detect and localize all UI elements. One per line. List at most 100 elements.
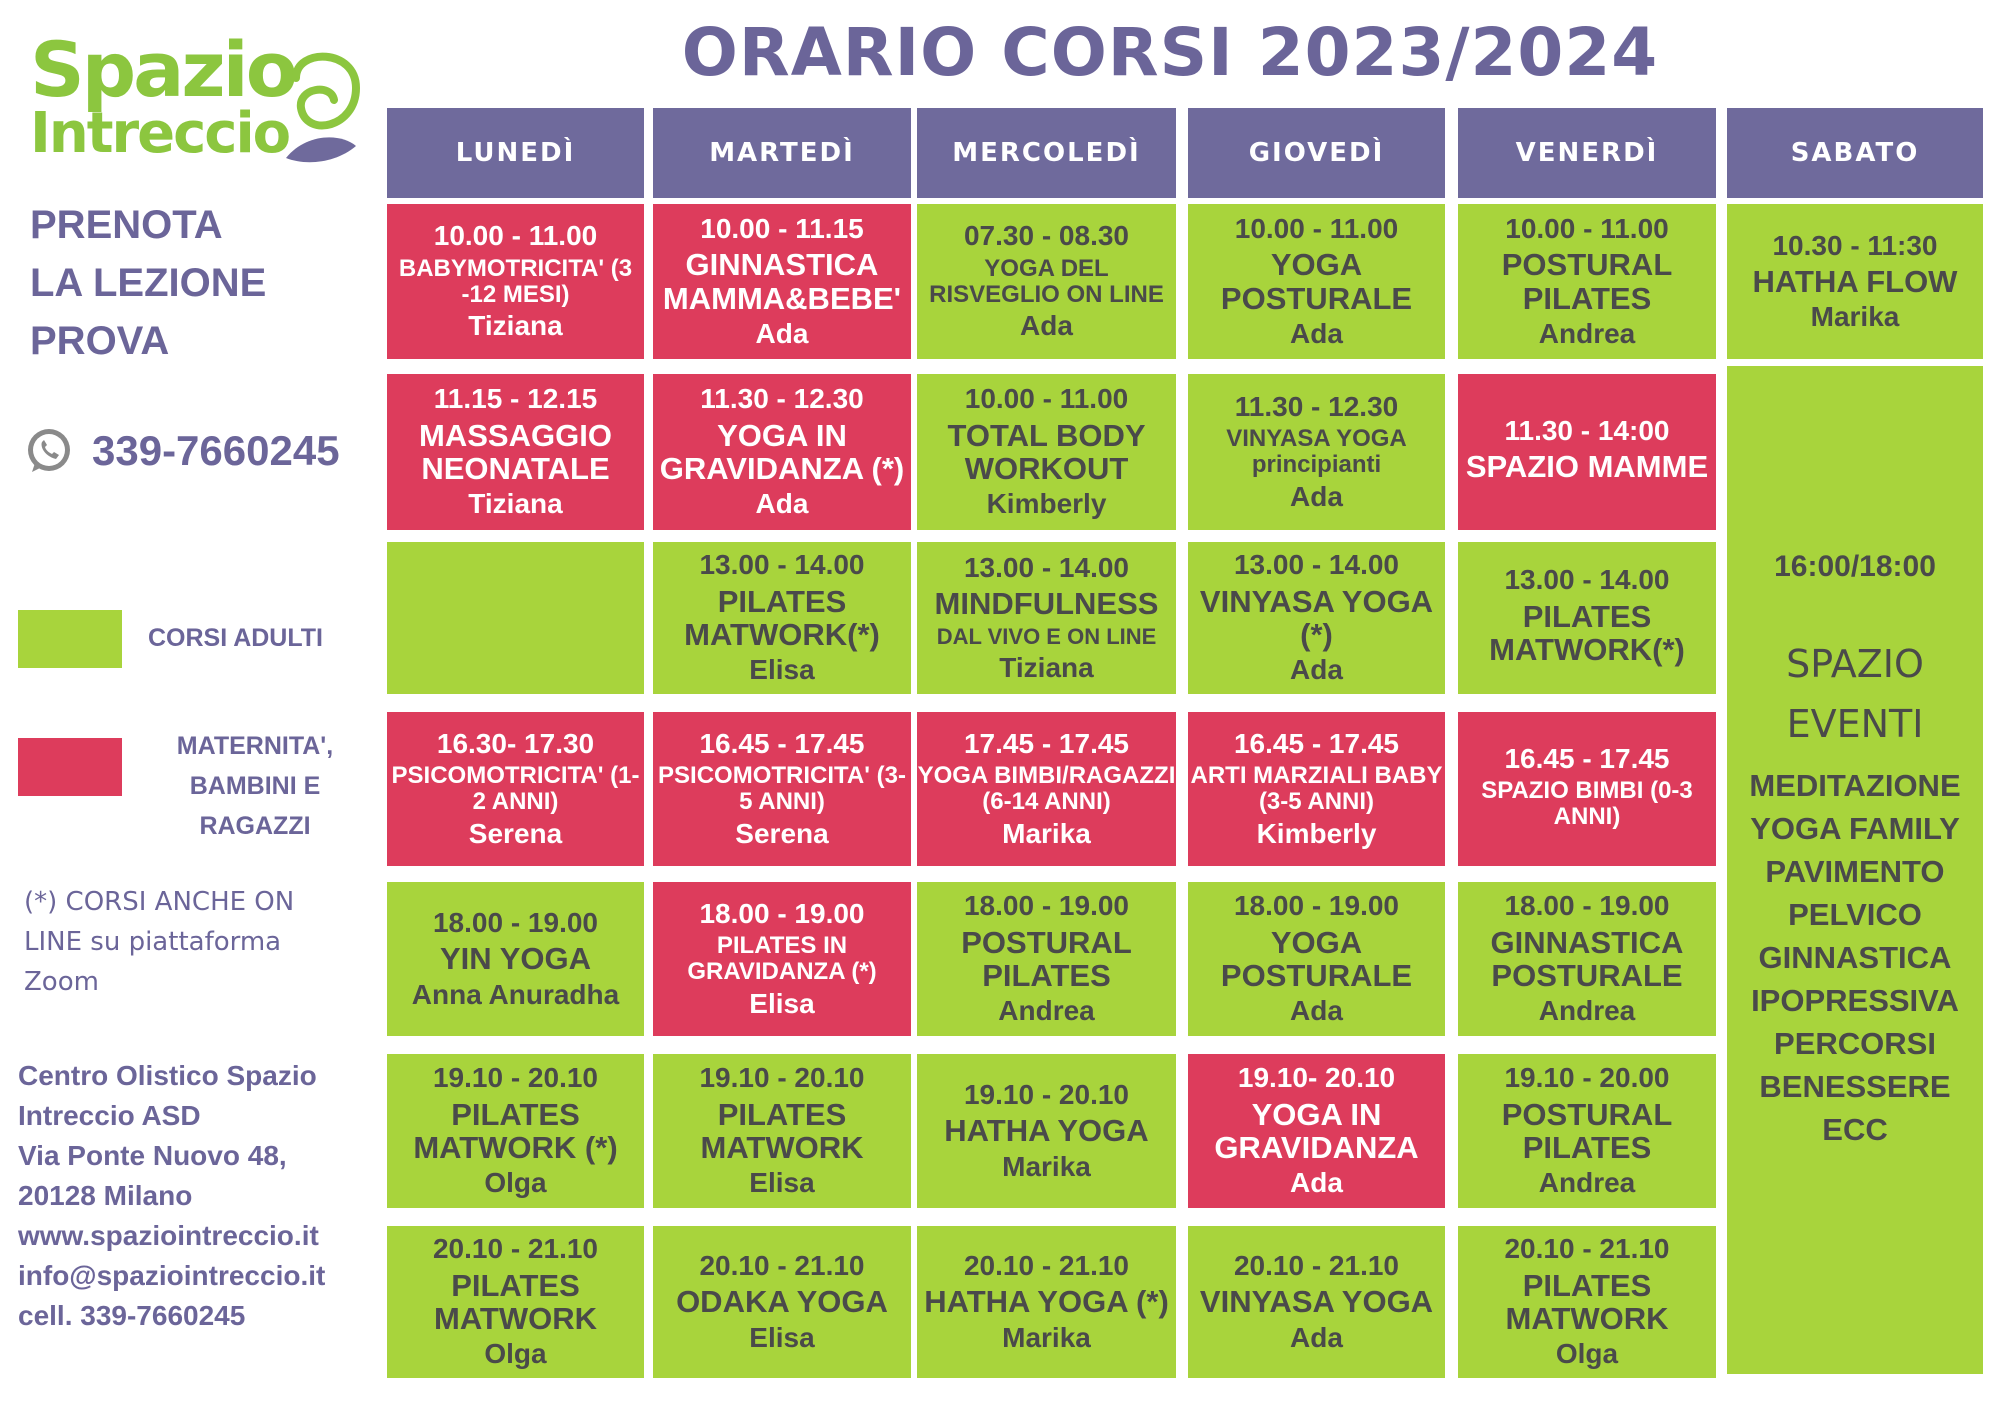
class-slot[interactable]: 20.10 - 21.10 PILATES MATWORK Olga: [387, 1226, 644, 1378]
eventi-item: MEDITAZIONE: [1749, 767, 1961, 803]
class-instructor: Olga: [484, 1338, 547, 1370]
class-time: 17.45 - 17.45: [963, 727, 1130, 759]
website-link[interactable]: www.spaziointreccio.it: [18, 1220, 319, 1251]
class-time: 10.00 - 11.00: [964, 383, 1129, 415]
legend-label-maternita: MATERNITA', BAMBINI E RAGAZZI: [150, 726, 360, 846]
class-slot[interactable]: 20.10 - 21.10 ODAKA YOGA Elisa: [653, 1226, 911, 1378]
class-name: HATHA FLOW: [1752, 263, 1958, 299]
class-name: VINYASA YOGA principianti: [1226, 425, 1407, 478]
class-time: 16.45 - 17.45: [699, 727, 865, 759]
class-instructor: Kimberly: [986, 488, 1107, 520]
class-name: YOGA BIMBI/RAGAZZI (6-14 ANNI): [917, 762, 1176, 815]
class-slot[interactable]: 16.45 - 17.45 PSICOMOTRICITA' (3-5 ANNI) S…: [653, 712, 911, 866]
class-time: 18.00 - 19.00: [963, 890, 1130, 922]
class-time: 18.00 - 19.00: [699, 897, 865, 929]
class-instructor: Serena: [468, 817, 563, 849]
contact-line: 20128 Milano: [18, 1180, 193, 1211]
class-name: PILATES MATWORK (*): [413, 1096, 618, 1165]
class-instructor: Marika: [1002, 1150, 1091, 1182]
class-name: HATHA YOGA (*): [924, 1284, 1169, 1320]
class-slot[interactable]: 10.00 - 11.15 GINNASTICA MAMMA&BEBE' Ada: [653, 204, 911, 359]
class-slot[interactable]: 10.00 - 11.00 TOTAL BODY WORKOUT Kimberly: [917, 374, 1176, 530]
class-slot[interactable]: 19.10- 20.10 YOGA IN GRAVIDANZA Ada: [1188, 1054, 1445, 1208]
class-slot[interactable]: 19.10 - 20.10 HATHA YOGA Marika: [917, 1054, 1176, 1208]
class-slot[interactable]: 18.00 - 19.00 YOGA POSTURALE Ada: [1188, 882, 1445, 1036]
class-name: PILATES MATWORK(*): [1489, 598, 1685, 668]
class-name: VINYASA YOGA: [1199, 1284, 1434, 1320]
class-slot[interactable]: 10.00 - 11.00 YOGA POSTURALE Ada: [1188, 204, 1445, 359]
class-slot[interactable]: 18.00 - 19.00 YIN YOGA Anna Anuradha: [387, 882, 644, 1036]
class-slot[interactable]: 18.00 - 19.00 GINNASTICA POSTURALE Andrea: [1458, 882, 1716, 1036]
phone-number[interactable]: 339-7660245: [92, 427, 340, 474]
class-name: YOGA POSTURALE: [1220, 247, 1413, 316]
class-slot[interactable]: 13.00 - 14.00 VINYASA YOGA (*) Ada: [1188, 542, 1445, 694]
spazio-eventi[interactable]: 16:00/18:00 SPAZIO EVENTI MEDITAZIONE YO…: [1727, 366, 1983, 1374]
phone-row[interactable]: 339-7660245: [24, 426, 340, 476]
class-time: 20.10 - 21.10: [432, 1233, 599, 1265]
eventi-title-line: SPAZIO: [1786, 641, 1924, 686]
class-time: 10.00 - 11.00: [433, 220, 598, 252]
class-name: YOGA POSTURALE: [1220, 924, 1413, 993]
logo: Spazio Intreccio: [26, 28, 361, 168]
class-slot[interactable]: 07.30 - 08.30 YOGA DEL RISVEGLIO ON LINE A…: [917, 204, 1176, 359]
class-time: 19.10 - 20.10: [432, 1062, 599, 1094]
class-slot[interactable]: 19.10 - 20.10 PILATES MATWORK (*) Olga: [387, 1054, 644, 1208]
class-slot[interactable]: 16.45 - 17.45 ARTI MARZIALI BABY (3-5 ANN…: [1188, 712, 1445, 866]
class-time: 18.00 - 19.00: [1504, 890, 1670, 922]
class-slot[interactable]: 19.10 - 20.10 PILATES MATWORK Elisa: [653, 1054, 911, 1208]
class-slot[interactable]: 10.30 - 11:30 HATHA FLOW Marika: [1727, 204, 1983, 359]
class-instructor: Ada: [1290, 995, 1343, 1027]
class-time: 16.45 - 17.45: [1504, 742, 1670, 774]
class-slot: [387, 542, 644, 694]
class-time: 18.00 - 19.00: [432, 907, 599, 939]
class-slot[interactable]: 17.45 - 17.45 YOGA BIMBI/RAGAZZI (6-14 AN…: [917, 712, 1176, 866]
class-slot[interactable]: 20.10 - 21.10 VINYASA YOGA Ada: [1188, 1226, 1445, 1378]
class-time: 13.00 - 14.00: [699, 549, 865, 581]
prenota-lezione-prova: PRENOTA LA LEZIONE PROVA: [30, 196, 266, 370]
class-slot[interactable]: 18.00 - 19.00 POSTURAL PILATES Andrea: [917, 882, 1176, 1036]
class-name: YOGA IN GRAVIDANZA: [1214, 1096, 1419, 1165]
class-time: 20.10 - 21.10: [963, 1250, 1130, 1282]
class-instructor: Kimberly: [1256, 817, 1377, 849]
class-name: ARTI MARZIALI BABY (3-5 ANNI): [1190, 762, 1443, 815]
class-name: HATHA YOGA: [944, 1113, 1149, 1149]
class-slot[interactable]: 19.10 - 20.00 POSTURAL PILATES Andrea: [1458, 1054, 1716, 1208]
class-slot[interactable]: 13.00 - 14.00 PILATES MATWORK(*) Elisa: [653, 542, 911, 694]
class-slot[interactable]: 11.15 - 12.15 MASSAGGIO NEONATALE Tiziana: [387, 374, 644, 530]
class-time: 16.45 - 17.45: [1233, 727, 1400, 759]
class-slot[interactable]: 11.30 - 12.30 YOGA IN GRAVIDANZA (*) Ada: [653, 374, 911, 530]
class-name: POSTURAL PILATES: [961, 924, 1132, 993]
class-time: 10.30 - 11:30: [1772, 229, 1938, 261]
class-slot[interactable]: 20.10 - 21.10 HATHA YOGA (*) Marika: [917, 1226, 1176, 1378]
class-slot[interactable]: 11.30 - 12.30 VINYASA YOGA principianti Ad…: [1188, 374, 1445, 530]
class-slot[interactable]: 13.00 - 14.00 PILATES MATWORK(*): [1458, 542, 1716, 694]
eventi-item: YOGA FAMILY: [1750, 810, 1960, 846]
class-slot[interactable]: 13.00 - 14.00 MINDFULNESS DAL VIVO E ON LI…: [917, 542, 1176, 694]
class-name: YIN YOGA: [439, 941, 592, 977]
class-time: 13.00 - 14.00: [963, 552, 1130, 584]
class-slot[interactable]: 16.30- 17.30 PSICOMOTRICITA' (1-2 ANNI) Se…: [387, 712, 644, 866]
day-header-sabato: SABATO: [1727, 108, 1983, 198]
contact-line: Via Ponte Nuovo 48,: [18, 1140, 287, 1171]
class-instructor: Ada: [1290, 1321, 1343, 1353]
class-slot[interactable]: 10.00 - 11.00 POSTURAL PILATES Andrea: [1458, 204, 1716, 359]
class-name: MASSAGGIO NEONATALE: [419, 417, 612, 486]
contact-line: cell. 339-7660245: [18, 1300, 246, 1331]
class-slot[interactable]: 11.30 - 14:00 SPAZIO MAMME: [1458, 374, 1716, 530]
class-slot[interactable]: 16.45 - 17.45 SPAZIO BIMBI (0-3 ANNI): [1458, 712, 1716, 866]
class-instructor: Anna Anuradha: [411, 978, 620, 1010]
eventi-item: BENESSERE: [1759, 1068, 1951, 1104]
class-instructor: Ada: [1290, 654, 1343, 686]
class-time: 20.10 - 21.10: [1233, 1250, 1400, 1282]
class-instructor: Marika: [1002, 1321, 1091, 1353]
class-instructor: Tiziana: [468, 488, 563, 520]
eventi-item: PELVICO: [1788, 896, 1922, 932]
email-link[interactable]: info@spaziointreccio.it: [18, 1260, 326, 1291]
class-slot[interactable]: 18.00 - 19.00 PILATES IN GRAVIDANZA (*) El…: [653, 882, 911, 1036]
class-name: SPAZIO BIMBI (0-3 ANNI): [1481, 777, 1693, 831]
class-name: YOGA IN GRAVIDANZA (*): [659, 417, 905, 486]
class-slot[interactable]: 10.00 - 11.00 BABYMOTRICITA' (3 -12 MESI)…: [387, 204, 644, 359]
class-slot[interactable]: 20.10 - 21.10 PILATES MATWORK Olga: [1458, 1226, 1716, 1378]
class-instructor: Elisa: [749, 1321, 815, 1353]
class-time: 11.15 - 12.15: [433, 383, 598, 415]
